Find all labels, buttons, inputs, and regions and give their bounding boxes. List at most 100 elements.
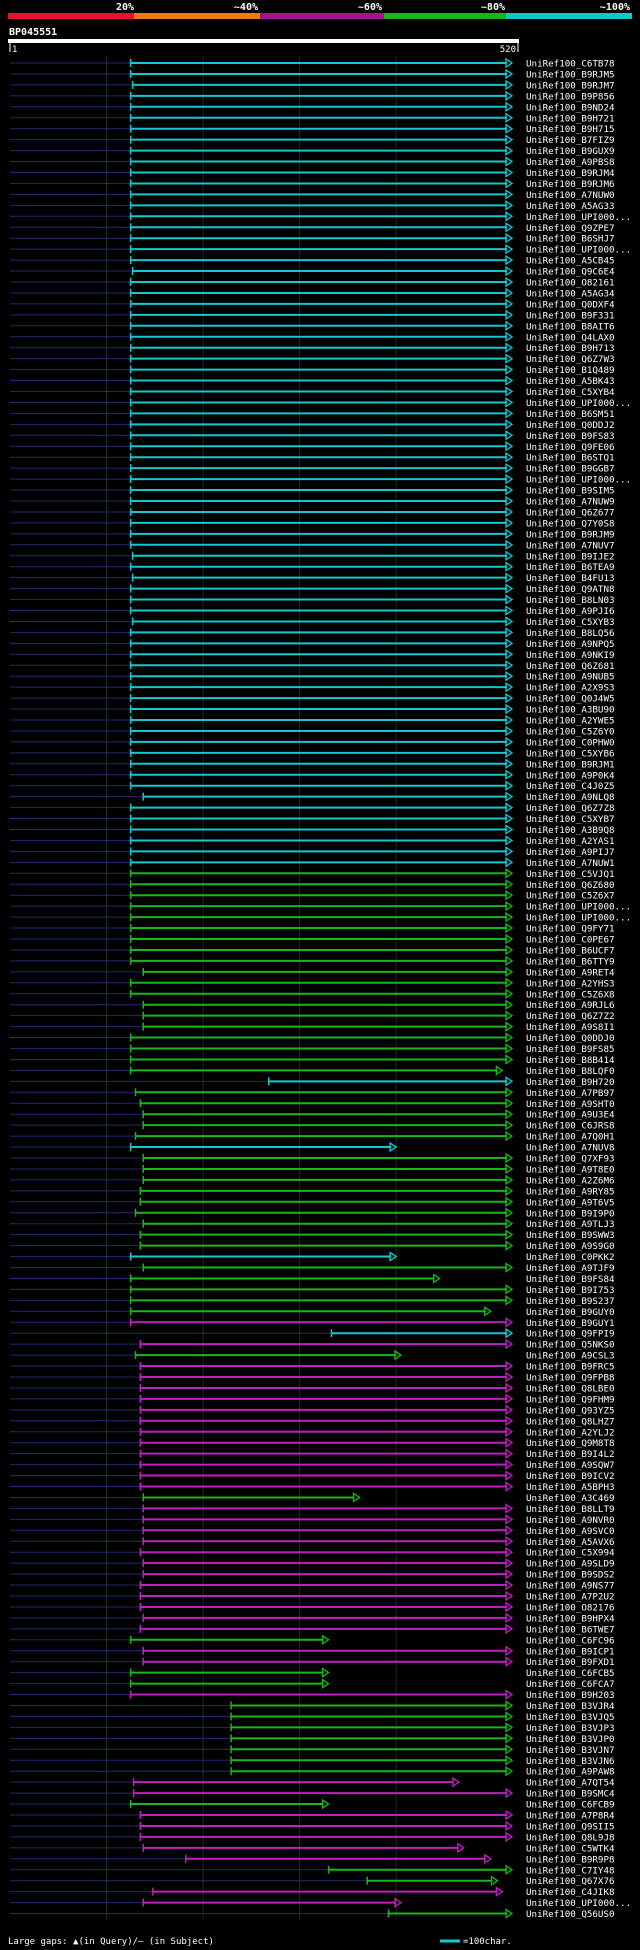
alignment-arrow: [505, 331, 514, 342]
sequence-label: UniRef100_C5XYB6: [526, 748, 615, 759]
alignment-arrow: [505, 627, 514, 638]
alignment-row: UniRef100_B9GUY1: [10, 1317, 615, 1329]
alignment-row: UniRef100_B9I753: [10, 1284, 615, 1296]
alignment-arrow: [505, 616, 514, 627]
alignment-row: UniRef100_A7PB97: [10, 1087, 615, 1099]
sequence-label: UniRef100_B6TTY9: [526, 956, 615, 967]
sequence-label: UniRef100_B9RJM1: [526, 759, 615, 770]
alignment-row: UniRef100_UPI000...: [10, 397, 631, 409]
scale-band-100: [506, 13, 632, 19]
sequence-label: UniRef100_B9I753: [526, 1285, 615, 1296]
alignment-row: UniRef100_C5XYB7: [10, 813, 615, 825]
alignment-arrow: [389, 1251, 398, 1262]
legend: Large gaps: ▲(in Query)/— (in Subject) =…: [8, 1937, 512, 1947]
alignment-row: UniRef100_C0PE67: [10, 933, 615, 946]
sequence-label: UniRef100_A9NS77: [526, 1581, 615, 1592]
sequence-label: UniRef100_B9SWW3: [526, 1230, 615, 1241]
alignment-row: UniRef100_A9SVC0: [10, 1525, 615, 1537]
sequence-label: UniRef100_Q6Z681: [526, 661, 615, 672]
alignment-arrow: [505, 1579, 514, 1591]
alignment-arrow: [505, 1174, 514, 1186]
alignment-arrow: [505, 1196, 514, 1208]
alignment-arrow: [505, 353, 514, 364]
sequence-label: UniRef100_O82176: [526, 1602, 615, 1613]
alignment-arrow: [505, 364, 514, 375]
sequence-label: UniRef100_A2YHS3: [526, 978, 615, 989]
sequence-label: UniRef100_B3VJP0: [526, 1734, 615, 1745]
alignment-arrow: [505, 1623, 514, 1635]
sequence-label: UniRef100_C0PE67: [526, 935, 615, 946]
alignment-row: UniRef100_A9PBS8: [10, 156, 615, 168]
alignment-row: UniRef100_C6FCB5: [10, 1667, 615, 1679]
alignment-row: UniRef100_A9PIJ7: [10, 846, 615, 858]
alignment-arrow: [505, 1722, 514, 1733]
alignment-arrow: [505, 265, 514, 277]
alignment-row: UniRef100_Q56US0: [10, 1908, 615, 1920]
alignment-arrow: [505, 1021, 514, 1032]
alignment-arrow: [505, 451, 514, 463]
alignment-row: UniRef100_A9U3E4: [10, 1108, 615, 1121]
alignment-arrow: [505, 670, 514, 682]
sequence-label: UniRef100_B9SMC4: [526, 1789, 615, 1800]
alignment-arrow: [505, 714, 514, 726]
alignment-arrow: [505, 200, 514, 211]
alignment-arrow: [505, 681, 514, 693]
sequence-label: UniRef100_A5BPH3: [526, 1482, 615, 1493]
sequence-label: UniRef100_B6UCF7: [526, 945, 615, 956]
alignment-arrow: [505, 1338, 514, 1350]
alignment-arrow: [505, 824, 514, 835]
sequence-label: UniRef100_B9H715: [526, 124, 615, 135]
alignment-arrow: [505, 397, 514, 408]
sequence-label: UniRef100_A5BK43: [526, 376, 615, 387]
alignment-row: UniRef100_A2Z6M6: [10, 1174, 615, 1186]
alignment-arrow: [505, 232, 514, 244]
sequence-label: UniRef100_B9GGB7: [526, 464, 615, 475]
alignment-row: UniRef100_UPI000...: [10, 211, 631, 223]
sequence-label: UniRef100_A2YLJ2: [526, 1427, 615, 1438]
alignment-arrow: [505, 911, 514, 923]
sequence-label: UniRef100_B4FU13: [526, 573, 615, 584]
alignment-row: UniRef100_C6JRS8: [10, 1119, 615, 1132]
alignment-arrow: [505, 857, 514, 868]
alignment-arrow: [505, 320, 514, 332]
sequence-label: UniRef100_A9RJL6: [526, 1000, 615, 1011]
sequence-label: UniRef100_B9FS83: [526, 431, 615, 442]
ruler-end-label: 520: [500, 45, 516, 55]
sequence-label: UniRef100_Q9ATN8: [526, 584, 615, 595]
query-bar: [8, 39, 519, 43]
sequence-label: UniRef100_Q4LAX0: [526, 332, 615, 343]
sequence-label: UniRef100_Q67X76: [526, 1876, 615, 1887]
sequence-label: UniRef100_B9I4L2: [526, 1449, 615, 1460]
alignment-arrow: [505, 1207, 514, 1218]
alignment-row: UniRef100_B9I4L2: [10, 1448, 615, 1460]
alignment-arrow: [505, 955, 514, 967]
alignment-arrow: [505, 1536, 514, 1547]
alignment-arrow: [505, 1437, 514, 1448]
alignment-arrow: [321, 1798, 330, 1810]
alignment-arrow: [505, 1755, 514, 1766]
alignment-row: UniRef100_B9R9P8: [10, 1853, 615, 1865]
alignment-arrow: [505, 145, 514, 156]
sequence-label: UniRef100_Q9SII5: [526, 1821, 615, 1832]
sequence-label: UniRef100_A3B9Q8: [526, 825, 615, 836]
alignment-arrow: [505, 1546, 514, 1558]
grid-lines: [106, 56, 397, 1920]
alignment-arrow: [505, 583, 514, 594]
sequence-label: UniRef100_Q6Z680: [526, 880, 615, 891]
sequence-label: UniRef100_C5Z6X7: [526, 891, 615, 902]
alignment-row: UniRef100_B9I9P0: [10, 1207, 615, 1219]
sequence-label: UniRef100_Q93YZ5: [526, 1405, 615, 1416]
alignment-row: UniRef100_B9RJM5: [10, 68, 615, 80]
alignment-row: UniRef100_Q9ATN8: [10, 583, 615, 595]
alignment-arrow: [505, 1043, 514, 1054]
sequence-label: UniRef100_A9SLD9: [526, 1559, 615, 1570]
alignment-row: UniRef100_B9H721: [10, 112, 615, 124]
alignment-arrow: [505, 1098, 514, 1109]
alignment-arrow: [505, 572, 514, 583]
alignment-arrow: [457, 1842, 465, 1854]
sequence-label: UniRef100_C5XYB7: [526, 814, 615, 825]
alignment-arrow: [505, 342, 514, 353]
sequence-label: UniRef100_UPI000...: [526, 913, 631, 924]
sequence-label: UniRef100_Q9C6E4: [526, 267, 615, 278]
